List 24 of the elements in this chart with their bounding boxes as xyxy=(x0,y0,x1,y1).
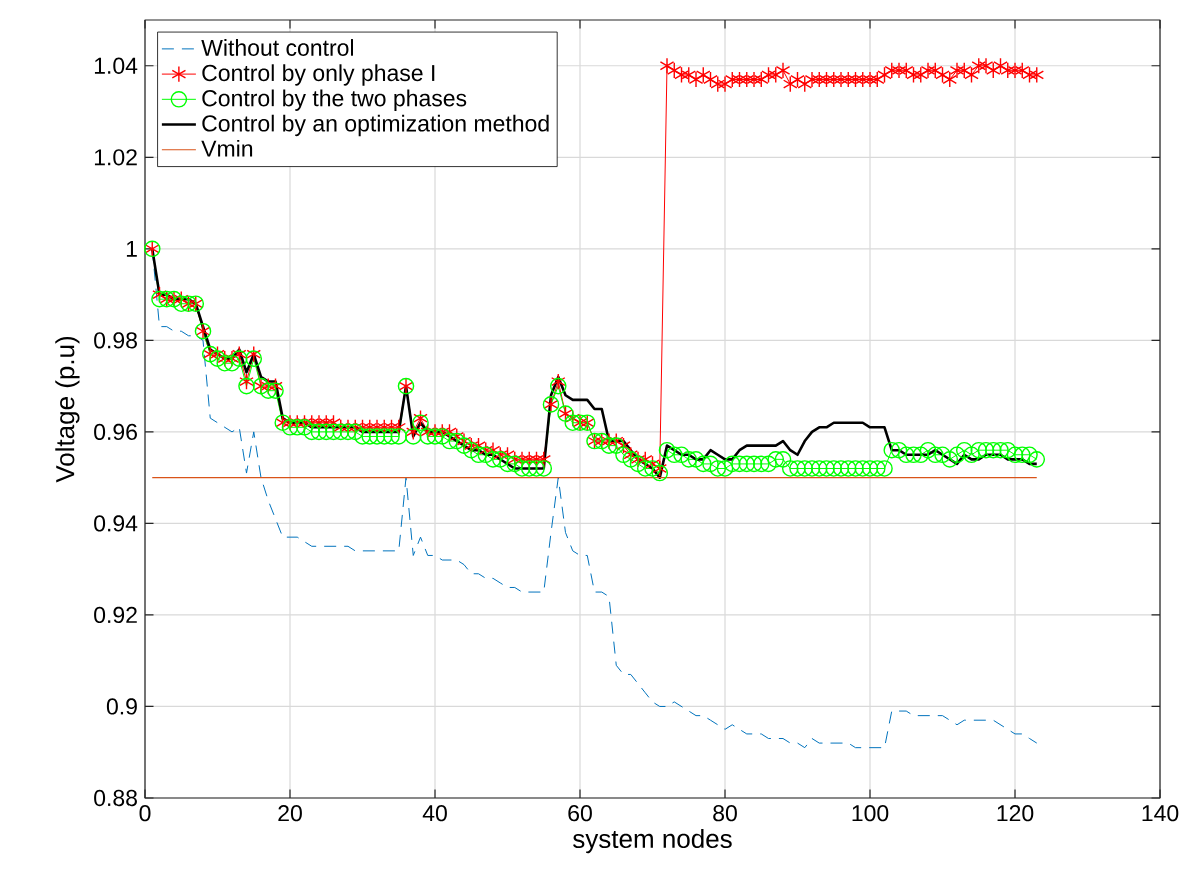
x-axis-title: system nodes xyxy=(573,829,732,854)
x-tick-label: 140 xyxy=(1142,805,1179,822)
y-tick-label: 0.94 xyxy=(94,515,138,532)
legend-label: Control by the two phases xyxy=(202,89,467,111)
legend-label: Vmin xyxy=(201,139,253,157)
y-tick-label: 0.9 xyxy=(106,698,137,715)
legend-label: Without control xyxy=(201,39,353,56)
y-tick-label: 1 xyxy=(126,240,137,257)
legend-label: Control by only phase I xyxy=(202,64,435,86)
y-tick-label: 1.04 xyxy=(94,57,138,74)
x-tick-label: 120 xyxy=(997,805,1034,822)
y-tick-label: 0.96 xyxy=(94,423,137,441)
y-axis-title: Voltage (p.u) xyxy=(55,336,80,483)
y-tick-label: 1.02 xyxy=(94,149,137,166)
x-tick-label: 40 xyxy=(422,805,447,822)
x-tick-label: 20 xyxy=(278,805,302,822)
y-tick-label: 0.88 xyxy=(94,789,137,807)
y-tick-label: 0.98 xyxy=(94,332,137,349)
legend-label: Control by an optimization method xyxy=(202,114,549,137)
x-tick-label: 0 xyxy=(139,805,151,822)
x-tick-label: 100 xyxy=(852,805,889,822)
x-tick-label: 80 xyxy=(713,805,737,822)
x-tick-label: 60 xyxy=(568,805,592,822)
y-tick-label: 0.92 xyxy=(94,606,137,624)
